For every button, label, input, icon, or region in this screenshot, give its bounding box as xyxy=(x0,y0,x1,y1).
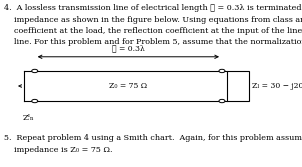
Text: impedance as shown in the figure below. Using equations from class and the book,: impedance as shown in the figure below. … xyxy=(4,16,302,24)
Text: Zᴵₙ: Zᴵₙ xyxy=(23,114,34,122)
Circle shape xyxy=(219,69,225,73)
Text: impedance is Z₀ = 75 Ω.: impedance is Z₀ = 75 Ω. xyxy=(4,146,112,154)
Text: line. For this problem and for Problem 5, assume that the normalization impedanc: line. For this problem and for Problem 5… xyxy=(4,38,302,46)
Text: ℓ = 0.3λ: ℓ = 0.3λ xyxy=(112,45,145,53)
Text: 5.  Repeat problem 4 using a Smith chart.  Again, for this problem assume that t: 5. Repeat problem 4 using a Smith chart.… xyxy=(4,134,302,142)
Text: 4.  A lossless transmission line of electrical length ℓ = 0.3λ is terminated wit: 4. A lossless transmission line of elect… xyxy=(4,4,302,12)
Circle shape xyxy=(219,99,225,103)
Text: Z₀ = 75 Ω: Z₀ = 75 Ω xyxy=(109,82,147,90)
Bar xyxy=(227,71,249,101)
Text: Zₗ = 30 − j20 Ω: Zₗ = 30 − j20 Ω xyxy=(252,82,302,90)
Circle shape xyxy=(32,69,38,73)
Text: coefficient at the load, the reflection coefficient at the input of the line, an: coefficient at the load, the reflection … xyxy=(4,27,302,35)
Circle shape xyxy=(32,99,38,103)
